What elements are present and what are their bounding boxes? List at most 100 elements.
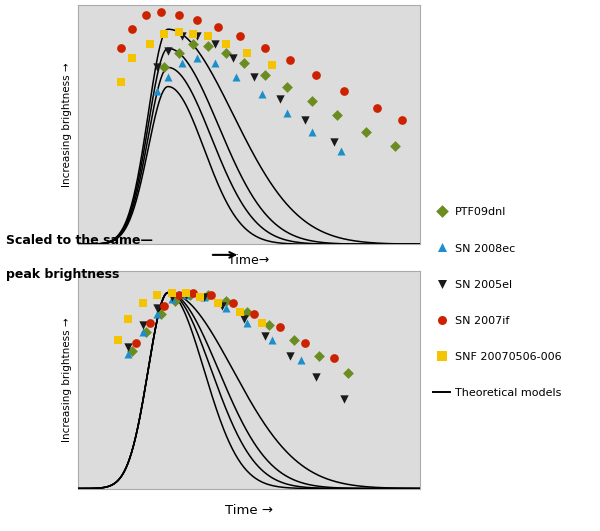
Point	[178, 58, 187, 67]
Point	[203, 42, 212, 50]
Point	[145, 319, 155, 327]
Point	[300, 116, 310, 124]
Text: Scaled to the same—: Scaled to the same—	[6, 234, 153, 247]
Point	[199, 293, 209, 301]
Point	[174, 11, 184, 19]
Point	[268, 336, 277, 345]
Point	[275, 323, 284, 332]
Point	[127, 54, 137, 62]
Point	[221, 39, 230, 48]
Point	[221, 304, 230, 312]
Point	[307, 128, 317, 136]
Point	[163, 73, 173, 81]
Point	[210, 58, 220, 67]
Point	[221, 297, 230, 305]
Text: Time →: Time →	[225, 504, 273, 517]
Point	[332, 111, 342, 119]
Point	[289, 336, 299, 345]
Point	[163, 47, 173, 55]
Point	[336, 147, 346, 156]
Point	[185, 290, 194, 299]
Point	[286, 56, 295, 65]
Point	[286, 352, 295, 360]
Point	[156, 310, 166, 319]
Point	[361, 128, 371, 136]
Text: SN 2005el: SN 2005el	[455, 280, 512, 289]
Text: Theoretical models: Theoretical models	[455, 388, 561, 398]
Point	[214, 23, 223, 31]
Text: peak brightness: peak brightness	[6, 268, 119, 281]
Point	[268, 61, 277, 70]
Point	[239, 314, 248, 323]
Point	[235, 308, 245, 316]
Point	[250, 310, 259, 319]
Point	[260, 71, 270, 79]
Point	[214, 299, 223, 308]
Y-axis label: Increasing brightness →: Increasing brightness →	[62, 63, 73, 187]
Point	[340, 395, 349, 404]
Point	[170, 297, 180, 305]
Point	[257, 319, 266, 327]
Point	[524, 284, 533, 293]
Text: SN 2008ec: SN 2008ec	[455, 244, 515, 253]
Point	[242, 319, 252, 327]
Text: SN 2007if: SN 2007if	[455, 316, 509, 326]
Point	[524, 176, 533, 184]
Point	[390, 142, 400, 151]
Point	[397, 116, 407, 124]
Point	[282, 109, 292, 117]
Point	[181, 290, 191, 299]
Text: SNF 20070506-006: SNF 20070506-006	[455, 352, 562, 362]
Point	[116, 44, 126, 53]
Point	[152, 87, 162, 96]
Point	[160, 302, 169, 310]
Point	[142, 328, 151, 336]
Point	[167, 293, 176, 301]
Point	[260, 332, 270, 340]
Point	[113, 336, 122, 345]
Point	[314, 352, 324, 360]
Point	[138, 321, 148, 329]
Point	[275, 95, 284, 103]
Point	[124, 314, 133, 323]
Point	[235, 32, 245, 41]
Point	[178, 32, 187, 41]
Point	[524, 212, 533, 220]
Point	[124, 349, 133, 358]
Point	[156, 8, 166, 17]
Point	[192, 54, 202, 62]
Point	[239, 58, 248, 67]
Point	[221, 49, 230, 57]
Point	[203, 32, 212, 41]
Point	[124, 343, 133, 352]
Point	[329, 138, 338, 146]
Point	[145, 39, 155, 48]
Point	[188, 30, 198, 38]
Point	[174, 290, 184, 299]
Point	[232, 73, 241, 81]
Point	[152, 63, 162, 72]
Point	[181, 288, 191, 297]
Point	[131, 338, 140, 347]
Point	[329, 354, 338, 362]
Point	[188, 288, 198, 297]
Point	[206, 290, 216, 299]
Point	[152, 304, 162, 312]
Point	[152, 310, 162, 319]
Point	[282, 82, 292, 91]
Text: PTF09dnl: PTF09dnl	[455, 208, 506, 217]
Point	[242, 308, 252, 316]
Point	[138, 299, 148, 308]
Point	[300, 338, 310, 347]
Point	[228, 54, 238, 62]
Point	[311, 373, 320, 382]
Point	[192, 15, 202, 24]
Point	[127, 25, 137, 33]
Point	[524, 140, 533, 148]
Point	[160, 30, 169, 38]
Point	[116, 78, 126, 86]
Point	[340, 87, 349, 96]
Point	[307, 97, 317, 105]
Point	[257, 89, 266, 98]
Point	[343, 369, 353, 378]
